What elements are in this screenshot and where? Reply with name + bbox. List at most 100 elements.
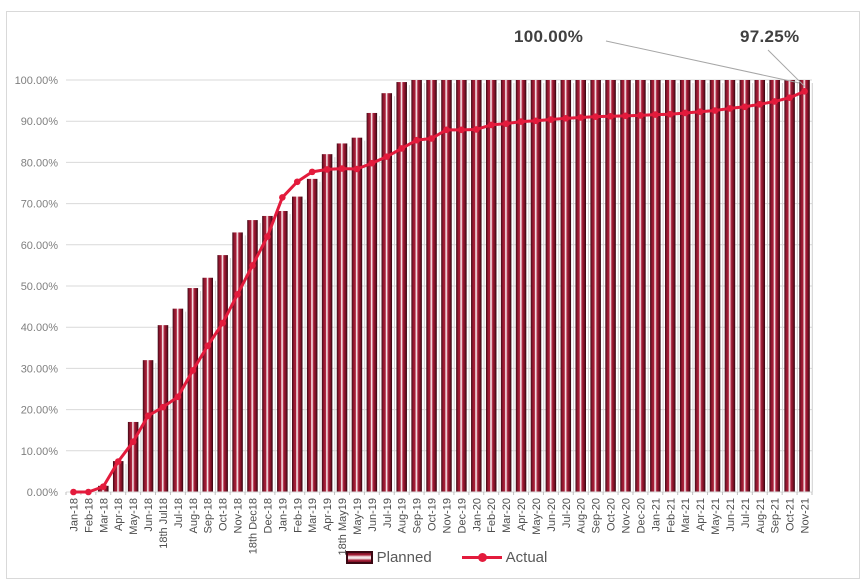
actual-marker [338,165,346,172]
bar-shadow-edge [468,83,470,492]
x-tick-label: Apr-20 [516,498,528,531]
actual-marker [487,121,495,129]
planned-bar [485,80,497,492]
x-tick-label: Jan-21 [650,498,662,532]
bar-shadow-edge [513,83,515,492]
planned-bar [739,80,751,492]
x-tick-label: Nov-19 [441,498,453,533]
bar-shadow-edge [498,83,500,492]
bar-shadow-edge [349,146,351,492]
actual-marker [279,194,286,201]
x-tick-label: Mar-21 [680,498,692,533]
bar-shadow-edge [200,291,202,492]
y-tick-label: 10.00% [21,446,59,458]
x-axis-labels: Jan-18 Feb-18 Mar-18 Apr-18 May-18 Jun-18 18th… [68,498,811,555]
leader-line-planned [605,40,800,84]
x-tick-label: Jan-19 [277,498,289,532]
planned-bar [112,461,124,492]
bar-shadow-edge [274,218,276,492]
actual-marker [353,165,361,173]
x-tick-label: Apr-19 [322,498,334,531]
x-tick-label: Dec-19 [456,498,468,533]
bar-shadow-edge [289,214,291,493]
planned-bar [560,80,572,492]
x-tick-label: May-18 [128,498,140,535]
actual-marker [144,412,152,420]
actual-marker [666,110,674,118]
planned-bar [724,80,736,492]
legend-planned-label: Planned [376,549,432,566]
planned-bar [471,80,482,492]
bar-shadow-edge [692,83,694,492]
actual-marker [189,367,197,374]
actual-marker [786,94,793,102]
actual-marker [308,168,316,176]
x-tick-label: Oct-20 [606,498,618,531]
actual-marker [249,262,256,269]
planned-bar [202,277,213,492]
bar-shadow-edge [423,83,425,492]
x-tick-label: Dec-20 [635,498,647,533]
bar-shadow-edge [229,258,231,492]
x-tick-label: Jan-20 [471,498,483,532]
x-tick-label: Jun-18 [143,498,155,532]
planned-bar [650,80,661,492]
actual-marker [622,112,629,120]
actual-marker [383,153,391,160]
x-tick-label: Jul-20 [561,498,573,528]
bar-shadow-edge [573,83,575,492]
y-tick-label: 40.00% [21,322,59,334]
x-tick-label: 18th Dec18 [248,498,260,554]
x-tick-label: Mar-18 [98,498,110,533]
actual-marker [681,109,689,117]
bar-shadow-edge [677,83,679,492]
y-tick-label: 70.00% [21,199,59,211]
actual-marker [443,126,450,134]
actual-marker [129,438,137,446]
x-tick-label: Oct-19 [427,498,439,531]
bar-shadow-edge [259,223,261,492]
x-tick-label: Oct-18 [218,498,230,531]
actual-marker [293,178,301,186]
actual-marker [696,108,704,116]
x-tick-label: Sep-19 [412,498,424,533]
planned-bar [635,80,646,492]
actual-marker [801,88,808,95]
x-tick-label: Jul-21 [740,498,752,528]
actual-marker [741,103,749,111]
x-tick-label: Aug-21 [755,498,767,533]
planned-bar [500,80,512,492]
planned-bar [172,308,184,492]
x-tick-label: Jul-18 [173,498,185,528]
actual-marker [592,113,599,120]
planned-bar [679,80,691,492]
y-tick-label: 20.00% [21,405,59,417]
legend-item-actual: Actual [461,549,547,566]
actual-marker [652,111,659,118]
actual-marker [219,319,226,327]
bar-shadow-edge [453,83,455,492]
actual-marker [70,488,77,496]
actual-marker [517,118,525,125]
planned-bar [142,360,154,492]
x-tick-label: Jun-19 [367,498,379,532]
planned-bar [321,154,333,492]
bar-shadow-edge [438,83,440,492]
planned-bar [217,255,228,492]
planned-bar [306,178,318,492]
bar-shadow-edge [319,181,321,492]
x-tick-label: Jul-19 [382,498,394,528]
planned-bar [187,288,199,492]
x-tick-label: 18th Jul18 [158,498,170,549]
callout-leader-lines [605,40,805,87]
planned-bar [366,112,378,493]
actual-marker [114,458,122,465]
actual-marker [547,116,555,123]
bar-shadow-edge [722,83,724,492]
x-tick-label: Apr-21 [695,498,707,531]
actual-marker [607,112,614,120]
planned-bar [292,196,303,492]
planned-bar [441,80,452,492]
bar-shadow-edge [781,83,783,492]
actual-marker [771,98,778,105]
